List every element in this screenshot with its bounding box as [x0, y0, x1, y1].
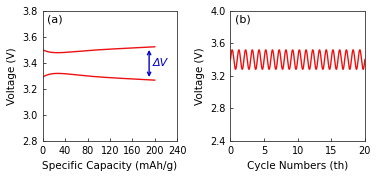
Text: ΔV: ΔV	[152, 58, 168, 69]
X-axis label: Cycle Numbers (th): Cycle Numbers (th)	[247, 161, 348, 171]
Text: (a): (a)	[47, 15, 62, 25]
Y-axis label: Voltage (V): Voltage (V)	[7, 47, 17, 105]
X-axis label: Specific Capacity (mAh/g): Specific Capacity (mAh/g)	[42, 161, 178, 171]
Text: (b): (b)	[234, 15, 250, 25]
Y-axis label: Voltage (V): Voltage (V)	[195, 47, 205, 105]
